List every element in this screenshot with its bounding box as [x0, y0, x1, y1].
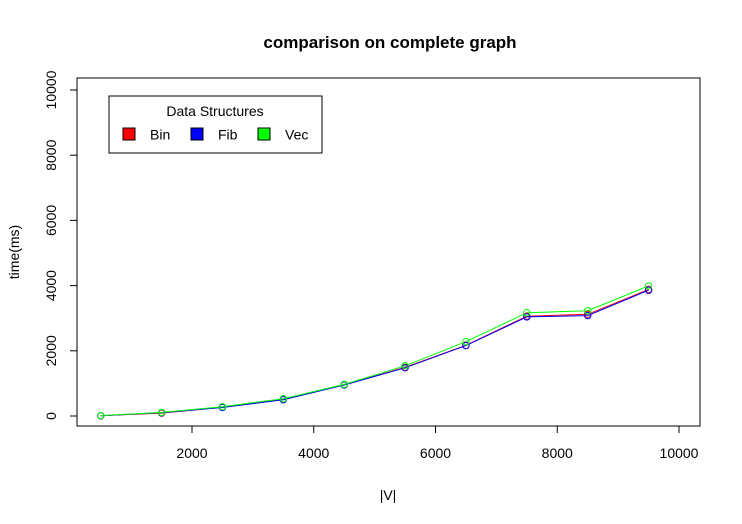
legend-swatch-vec	[257, 127, 271, 141]
legend-swatch-fib	[190, 127, 204, 141]
data-point-vec	[279, 395, 287, 403]
y-tick-label: 4000	[43, 270, 59, 301]
data-point-vec	[401, 362, 409, 370]
y-axis: 0 2000 4000 6000 8000 10000	[43, 70, 78, 420]
x-tick-label: 2000	[176, 445, 207, 461]
data-point-vec	[97, 411, 105, 420]
x-tick-label: 4000	[298, 445, 329, 461]
data-point-vec	[644, 282, 653, 290]
data-point-vec	[218, 403, 227, 411]
x-tick-label: 10000	[660, 445, 699, 461]
y-tick-label: 0	[43, 412, 59, 420]
y-tick-label: 2000	[43, 335, 59, 366]
y-tick-label: 6000	[43, 205, 59, 236]
data-point-fib	[401, 364, 409, 372]
legend-swatch-bin	[122, 127, 136, 141]
chart-title: comparison on complete graph	[263, 33, 516, 52]
data-point-vec	[584, 307, 592, 315]
data-point-fib	[584, 311, 592, 320]
series-line-vec	[100, 285, 649, 417]
x-tick-label: 8000	[542, 445, 573, 461]
legend-label-vec: Vec	[285, 127, 308, 143]
x-axis-label: |V|	[380, 487, 397, 503]
data-point-vec	[523, 309, 531, 317]
data-point-fib	[523, 313, 531, 321]
series-line-bin	[100, 289, 649, 417]
series-group	[97, 282, 653, 420]
y-tick-label: 8000	[43, 139, 59, 170]
legend-title: Data Structures	[166, 103, 263, 119]
legend: Data Structures Bin Fib Vec	[108, 95, 323, 154]
y-axis-label: time(ms)	[6, 225, 22, 279]
x-tick-label: 6000	[420, 445, 451, 461]
y-tick-label: 10000	[43, 70, 59, 109]
data-point-fib	[644, 286, 653, 294]
data-point-vec	[157, 408, 166, 417]
legend-label-fib: Fib	[218, 127, 238, 143]
series-line-fib	[100, 289, 649, 417]
legend-box	[108, 95, 323, 154]
data-point-vec	[462, 338, 470, 346]
data-point-fib	[462, 341, 470, 350]
data-point-vec	[340, 380, 348, 389]
x-axis: 2000 4000 6000 8000 10000	[176, 425, 699, 461]
legend-label-bin: Bin	[150, 127, 170, 143]
